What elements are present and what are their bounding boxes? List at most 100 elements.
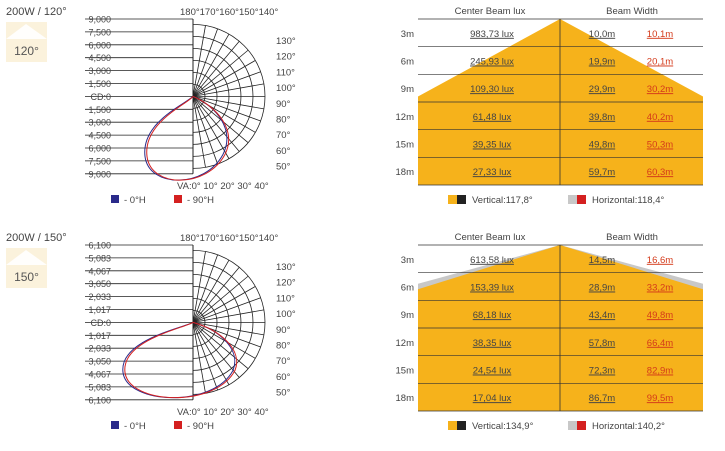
polar-radial — [192, 40, 240, 97]
polar-radial — [192, 49, 249, 97]
horizontal-swatch-grey — [568, 195, 577, 204]
bottom-angle-labels: VA:0° 10° 20° 30° 40° — [177, 407, 269, 418]
right-angle-label: 90° — [276, 325, 291, 336]
center-lux-value: 153,39 lux — [470, 283, 514, 294]
header-width: Beam Width — [606, 6, 658, 17]
polar-radial — [192, 259, 230, 323]
right-angle-label: 90° — [276, 99, 291, 110]
beam-width-vertical: 29,9m — [589, 84, 615, 95]
polar-candela-chart: 9,000 7,500 6,000 4,500 3,000 1,500 CD:0 1,500 3… — [85, 7, 296, 206]
beam-width-horizontal: 33,2m — [647, 283, 673, 294]
polar-tick-label: 4,067 — [88, 370, 111, 380]
right-angle-label: 130° — [276, 262, 296, 273]
beam-table: Center Beam lux Beam Width 3m 983,73 lux 10,… — [396, 6, 703, 206]
header-lux: Center Beam lux — [455, 6, 526, 17]
legend-label-90h: - 90°H — [187, 195, 214, 206]
vertical-swatch-dark — [457, 195, 466, 204]
legend-label-0h: - 0°H — [124, 195, 146, 206]
polar-tick-label: CD:0 — [90, 318, 111, 328]
beam-width-horizontal: 20,1m — [647, 57, 673, 68]
polar-radial — [192, 96, 230, 159]
polar-tick-label: 6,100 — [88, 241, 111, 251]
distance-label: 18m — [396, 167, 415, 178]
beam-width-vertical: 28,9m — [589, 283, 615, 294]
polar-radial — [192, 322, 206, 394]
legend-swatch-90h — [174, 195, 182, 203]
center-lux-value: 109,30 lux — [470, 84, 514, 95]
polar-tick-label: 9,000 — [88, 15, 111, 25]
polar-radial — [192, 60, 256, 97]
right-angle-label: 120° — [276, 52, 296, 63]
beam-width-vertical: 10,0m — [589, 29, 615, 40]
beam-width-horizontal: 82,9m — [647, 366, 673, 377]
beam-width-vertical: 49,8m — [589, 140, 615, 151]
bottom-angle-labels: VA:0° 10° 20° 30° 40° — [177, 181, 269, 192]
polar-tick-label: CD:0 — [90, 92, 111, 102]
polar-radial — [192, 322, 264, 336]
polar-radial — [192, 322, 249, 369]
candela-curve — [146, 95, 230, 181]
distance-label: 18m — [396, 393, 415, 404]
distance-label: 12m — [396, 338, 415, 349]
horizontal-angle-label: Horizontal:118,4° — [592, 195, 664, 206]
header-width: Beam Width — [606, 232, 658, 243]
polar-radial — [192, 25, 206, 97]
beam-width-vertical: 72,3m — [589, 366, 615, 377]
center-lux-value: 38,35 lux — [473, 338, 512, 349]
polar-tick-label: 1,500 — [88, 105, 111, 115]
right-angle-label: 110° — [276, 67, 295, 78]
polar-radial — [192, 28, 219, 97]
polar-radial — [192, 254, 219, 323]
horizontal-swatch-red — [577, 421, 586, 430]
center-lux-value: 68,18 lux — [473, 310, 512, 321]
beam-width-horizontal: 50,3m — [647, 140, 673, 151]
distance-label: 9m — [401, 84, 414, 95]
polar-radial — [192, 96, 219, 165]
polar-radial — [192, 322, 256, 359]
right-angle-label: 100° — [276, 83, 296, 94]
polar-candela-chart: 6,100 5,083 4,067 3,050 2,033 1,017 CD:0 1,017 2… — [85, 233, 296, 432]
beam-width-horizontal: 16,6m — [647, 255, 673, 266]
polar-tick-label: 3,000 — [88, 118, 111, 128]
polar-tick-label: 4,500 — [88, 131, 111, 141]
polar-tick-label: 4,500 — [88, 53, 111, 63]
polar-tick-label: 6,000 — [88, 144, 111, 154]
beam-angle-label: 150° — [14, 270, 39, 284]
vertical-angle-label: Vertical:134,9° — [472, 421, 534, 432]
right-angle-label: 110° — [276, 293, 295, 304]
legend-label-0h: - 0°H — [124, 421, 146, 432]
beam-width-vertical: 59,7m — [589, 167, 615, 178]
beam-width-horizontal: 60,3m — [647, 167, 673, 178]
beam-width-horizontal: 66,4m — [647, 338, 673, 349]
header-lux: Center Beam lux — [455, 232, 526, 243]
beam-width-vertical: 86,7m — [589, 393, 615, 404]
polar-radial — [192, 71, 261, 97]
polar-radial — [192, 251, 206, 323]
polar-radial — [192, 266, 240, 323]
legend-label-90h: - 90°H — [187, 421, 214, 432]
horizontal-swatch-red — [577, 195, 586, 204]
distance-label: 15m — [396, 366, 415, 377]
right-angle-label: 80° — [276, 341, 291, 352]
beam-width-vertical: 19,9m — [589, 57, 615, 68]
right-angle-label: 100° — [276, 309, 296, 320]
block-title: 200W / 120° — [6, 6, 67, 18]
lamp-cone-icon — [6, 22, 47, 62]
distance-label: 3m — [401, 29, 414, 40]
beam-width-vertical: 43,4m — [589, 310, 615, 321]
polar-radial — [192, 286, 256, 323]
polar-radial — [192, 275, 249, 323]
polar-tick-label: 9,000 — [88, 169, 111, 179]
horizontal-swatch-grey — [568, 421, 577, 430]
distance-label: 15m — [396, 140, 415, 151]
distance-label: 6m — [401, 57, 414, 68]
polar-tick-label: 1,500 — [88, 79, 111, 89]
polar-tick-label: 3,000 — [88, 66, 111, 76]
distance-label: 12m — [396, 112, 415, 123]
beam-width-vertical: 39,8m — [589, 112, 615, 123]
right-angle-label: 50° — [276, 388, 291, 399]
center-lux-value: 17,04 lux — [473, 393, 512, 404]
beam-table: Center Beam lux Beam Width 3m 613,58 lux 14,… — [396, 232, 703, 432]
polar-tick-label: 2,033 — [88, 292, 111, 302]
beam-angle-icon: 120° — [6, 22, 47, 62]
